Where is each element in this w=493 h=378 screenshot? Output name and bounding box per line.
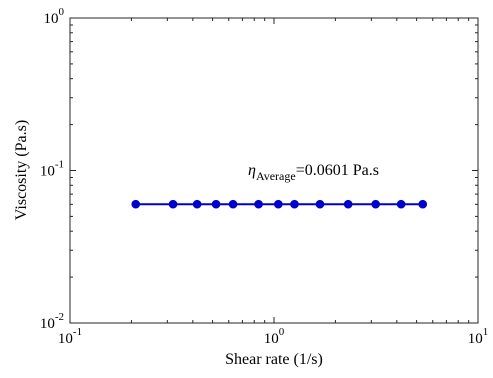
viscosity-data-point xyxy=(211,199,221,209)
x-axis: 10-1 100 101 xyxy=(58,18,488,347)
viscosity-data-point xyxy=(371,199,380,209)
x-tick-label: 101 xyxy=(468,326,489,347)
x-tick-exponent: 0 xyxy=(279,326,285,338)
viscosity-data-point xyxy=(290,199,299,209)
average-annotation: ηAverage=0.0601 Pa.s xyxy=(248,162,379,183)
x-tick-base: 10 xyxy=(58,331,73,347)
viscosity-data-point xyxy=(168,199,178,209)
viscosity-data-point xyxy=(396,199,406,209)
x-tick-exponent: 1 xyxy=(483,326,489,338)
x-tick-label: 100 xyxy=(264,326,285,347)
viscosity-data-point xyxy=(192,199,202,209)
x-tick-base: 10 xyxy=(468,331,483,347)
plot-area xyxy=(69,17,479,324)
annotation-symbol: η xyxy=(248,162,256,179)
y-tick-exponent: -1 xyxy=(55,159,64,171)
y-tick-base: 10 xyxy=(40,164,55,180)
x-tick-exponent: -1 xyxy=(73,326,82,338)
y-tick-base: 10 xyxy=(40,316,55,332)
viscosity-data-point xyxy=(131,199,141,209)
viscosity-data-point xyxy=(274,199,283,209)
y-tick-label: 10-2 xyxy=(40,311,64,332)
y-tick-label: 10-1 xyxy=(40,159,64,180)
y-tick-exponent: -2 xyxy=(55,311,64,323)
y-tick-base: 10 xyxy=(44,11,59,27)
viscosity-data-point xyxy=(418,199,428,209)
x-tick-label: 10-1 xyxy=(58,326,82,347)
x-tick-base: 10 xyxy=(264,331,279,347)
viscosity-data-point xyxy=(343,199,353,209)
annotation-subscript: Average xyxy=(256,169,296,183)
viscosity-data-point xyxy=(315,199,325,209)
viscosity-data-point xyxy=(254,199,263,209)
y-tick-exponent: 0 xyxy=(59,6,65,18)
annotation-value: =0.0601 Pa.s xyxy=(296,162,379,179)
series-layer xyxy=(131,199,428,209)
viscosity-data-point xyxy=(228,199,238,209)
x-axis-label: Shear rate (1/s) xyxy=(225,351,323,368)
y-axis-label: Viscosity (Pa.s) xyxy=(13,120,30,220)
y-tick-label: 100 xyxy=(44,6,65,27)
